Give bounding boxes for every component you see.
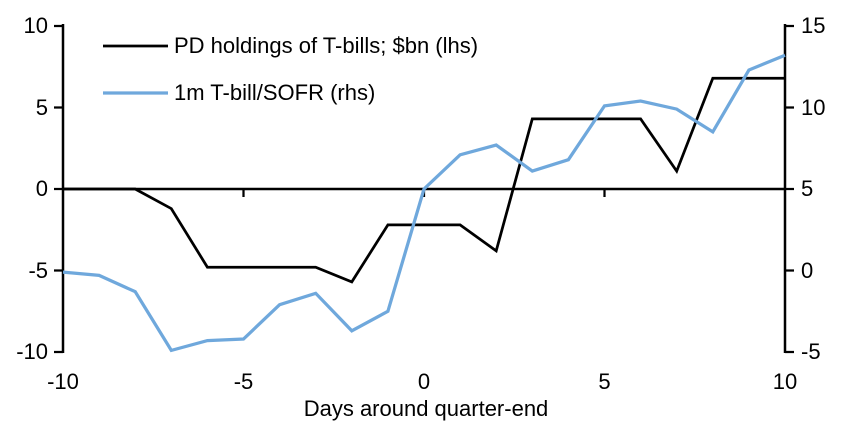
right-y-tick-label: -5 (801, 339, 821, 364)
legend-label-tbill-sofr: 1m T-bill/SOFR (rhs) (174, 80, 376, 105)
left-y-tick-label: -10 (16, 339, 48, 364)
x-tick-label: 10 (772, 369, 798, 394)
legend-label-pd-holdings: PD holdings of T-bills; $bn (lhs) (174, 33, 479, 58)
series-line-pd-holdings (63, 76, 785, 284)
series-line-tbill-sofr (62, 53, 786, 353)
right-y-tick-label: 5 (801, 176, 814, 201)
x-tick-label: 5 (598, 369, 611, 394)
right-y-tick-label: 10 (801, 94, 826, 120)
x-tick-label: 0 (417, 369, 431, 394)
x-tick-label: -5 (233, 369, 254, 394)
left-y-tick-label: 0 (35, 176, 48, 201)
left-y-tick-label: 5 (35, 94, 48, 120)
right-y-tick-label: 15 (801, 13, 826, 38)
right-y-tick-label: 0 (801, 257, 814, 283)
x-tick-label: -10 (47, 369, 79, 394)
x-axis-title: Days around quarter-end (303, 396, 549, 421)
left-y-tick-label: 10 (23, 13, 48, 38)
left-y-tick-label: -5 (28, 257, 48, 283)
